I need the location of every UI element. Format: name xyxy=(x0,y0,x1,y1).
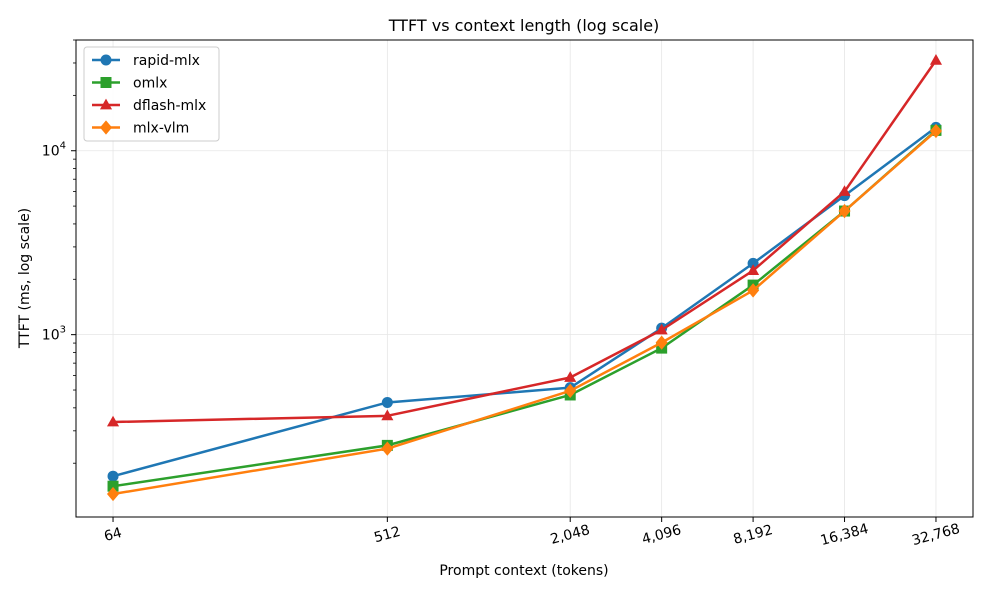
circle-marker xyxy=(100,54,112,66)
legend-label: mlx-vlm xyxy=(133,121,189,137)
triangle-marker xyxy=(929,54,943,65)
chart-title: TTFT vs context length (log scale) xyxy=(388,16,660,35)
square-marker xyxy=(100,77,112,88)
triangle-marker xyxy=(381,409,394,421)
grid-lines xyxy=(76,40,973,517)
x-tick-label: 4,096 xyxy=(640,522,683,548)
diamond-marker xyxy=(929,123,943,139)
legend-label: rapid-mlx xyxy=(133,53,200,69)
square-marker xyxy=(107,480,119,492)
diamond-marker xyxy=(564,383,577,398)
circle-marker xyxy=(107,470,119,482)
circle-marker xyxy=(381,396,393,408)
circle-marker xyxy=(747,257,759,269)
y-tick-label: 104 xyxy=(42,141,66,160)
x-tick-label: 2,048 xyxy=(549,522,592,548)
legend-entry: rapid-mlx xyxy=(92,53,200,69)
x-tick-label: 512 xyxy=(372,524,402,546)
series-dflash-mlx xyxy=(106,54,943,427)
x-tick-label: 32,768 xyxy=(910,521,961,549)
legend-entry: dflash-mlx xyxy=(92,98,206,114)
legend-entry: mlx-vlm xyxy=(92,120,189,137)
triangle-marker xyxy=(106,415,120,427)
x-tick-label: 64 xyxy=(102,525,123,545)
series-mlx-vlm xyxy=(106,123,943,502)
triangle-marker xyxy=(838,185,851,196)
plot-frame xyxy=(75,39,974,518)
legend-box xyxy=(83,46,220,142)
diamond-marker xyxy=(747,283,760,298)
series-line xyxy=(112,126,937,478)
legend: rapid-mlx omlx dflash-mlx mlx-vlm xyxy=(83,46,220,142)
legend-label: dflash-mlx xyxy=(133,98,206,114)
legend-entry: omlx xyxy=(92,76,167,92)
series-layer xyxy=(106,54,943,502)
legend-label: omlx xyxy=(133,76,167,92)
diamond-marker xyxy=(655,335,668,350)
diamond-marker xyxy=(99,120,113,135)
diamond-marker xyxy=(106,486,120,502)
series-line xyxy=(112,130,937,496)
triangle-marker xyxy=(564,371,577,382)
x-tick-label: 8,192 xyxy=(732,522,775,548)
y-tick-label: 103 xyxy=(42,325,66,344)
triangle-marker xyxy=(99,98,113,110)
triangle-marker xyxy=(747,264,760,275)
series-rapid-mlx xyxy=(107,121,942,482)
series-line xyxy=(113,59,937,424)
triangle-marker xyxy=(655,323,668,335)
diamond-marker xyxy=(838,203,851,219)
x-tick-label: 16,384 xyxy=(819,521,871,549)
x-axis-label: Prompt context (tokens) xyxy=(439,563,608,579)
diamond-marker xyxy=(381,441,394,456)
series-omlx xyxy=(107,124,942,492)
y-axis-label: TTFT (ms, log scale) xyxy=(17,208,33,349)
series-line xyxy=(112,129,937,488)
